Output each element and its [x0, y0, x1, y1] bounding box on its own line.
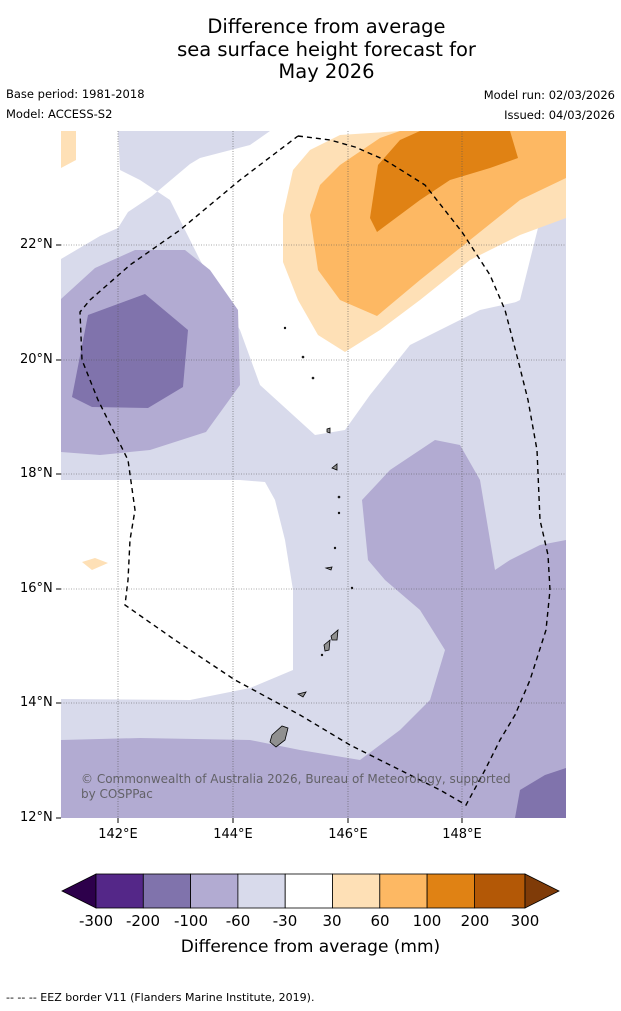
- base-period-label: Base period: 1981-2018: [6, 87, 145, 101]
- eez-border: [79, 135, 551, 806]
- colorbar-label-neg60: -60: [225, 912, 251, 930]
- copyright-notice: © Commonwealth of Australia 2026, Bureau…: [81, 772, 511, 801]
- colorbar-seg-1: [95, 873, 144, 909]
- island-k: [320, 653, 324, 657]
- colorbar-seg-7: [379, 873, 428, 909]
- island-h: [337, 511, 341, 515]
- contour-neg30-ne: [405, 290, 566, 460]
- lat-tick-16n: 16°N: [20, 581, 53, 596]
- colorbar-label-pos30: 30: [322, 912, 342, 930]
- title-line-1: Difference from average: [207, 15, 446, 38]
- lat-tick-18n: 18°N: [20, 466, 53, 481]
- colorbar-extend-low: [61, 873, 97, 909]
- colorbar-extend-high: [524, 873, 560, 909]
- issued-label: Issued: 04/03/2026: [504, 108, 615, 122]
- island-j: [350, 586, 354, 590]
- model-label: Model: ACCESS-S2: [6, 107, 113, 121]
- title-line-3: May 2026: [278, 60, 375, 83]
- lon-tick-146e: 146°E: [328, 827, 368, 842]
- lat-tick-14n: 14°N: [20, 695, 53, 710]
- contour-neg100-west: [72, 294, 188, 408]
- lat-tick-20n: 20°N: [20, 352, 53, 367]
- colorbar-label-pos60: 60: [370, 912, 390, 930]
- colorbar-title: Difference from average (mm): [180, 937, 441, 957]
- island-d: [311, 376, 315, 380]
- chart-title: Difference from average sea surface heig…: [0, 15, 621, 84]
- contour-pos30-blob: [82, 558, 108, 570]
- contour-neg100-se: [515, 768, 566, 818]
- island-b: [331, 463, 338, 471]
- lon-tick-142e: 142°E: [98, 827, 138, 842]
- axis-ticks: [56, 244, 463, 823]
- island-f: [283, 326, 287, 330]
- island-c: [326, 427, 331, 434]
- islands: [269, 326, 354, 748]
- colorbar-seg-4: [237, 873, 286, 909]
- colorbar-seg-6: [332, 873, 381, 909]
- colorbar-label-neg200: -200: [125, 912, 161, 930]
- island-a: [324, 566, 333, 571]
- colorbar: [61, 873, 560, 909]
- colorbar-label-neg300: -300: [78, 912, 114, 930]
- colorbar-label-neg30: -30: [272, 912, 298, 930]
- lat-tick-22n: 22°N: [20, 237, 53, 252]
- model-run-label: Model run: 02/03/2026: [483, 88, 615, 102]
- island-tinian-saipan: [323, 629, 339, 652]
- contour-pos100: [370, 131, 518, 232]
- island-guam: [269, 725, 289, 748]
- lat-tick-12n: 12°N: [20, 810, 53, 825]
- eez-legend-footer: -- -- -- EEZ border V11 (Flanders Marine…: [6, 991, 315, 1004]
- colorbar-seg-5: [284, 873, 333, 909]
- colorbar-seg-9: [473, 873, 526, 909]
- colorbar-label-pos200: 200: [460, 912, 490, 930]
- contour-pos60: [310, 131, 566, 316]
- lon-tick-144e: 144°E: [213, 827, 253, 842]
- colorbar-seg-3: [190, 873, 239, 909]
- anomaly-map: [56, 131, 566, 823]
- island-i: [333, 546, 337, 550]
- contour-neg60-south: [61, 440, 566, 818]
- island-rota: [296, 691, 307, 698]
- title-line-2: sea surface height forecast for: [177, 37, 476, 61]
- colorbar-seg-8: [426, 873, 475, 909]
- graticule: [61, 131, 566, 818]
- contour-pos30-corner: [61, 131, 76, 168]
- island-e: [301, 355, 305, 359]
- colorbar-label-neg100: -100: [173, 912, 209, 930]
- island-g: [337, 495, 341, 499]
- colorbar-label-pos300: 300: [510, 912, 540, 930]
- colorbar-label-pos100: 100: [412, 912, 442, 930]
- colorbar-seg-2: [142, 873, 192, 909]
- lon-tick-148e: 148°E: [442, 827, 482, 842]
